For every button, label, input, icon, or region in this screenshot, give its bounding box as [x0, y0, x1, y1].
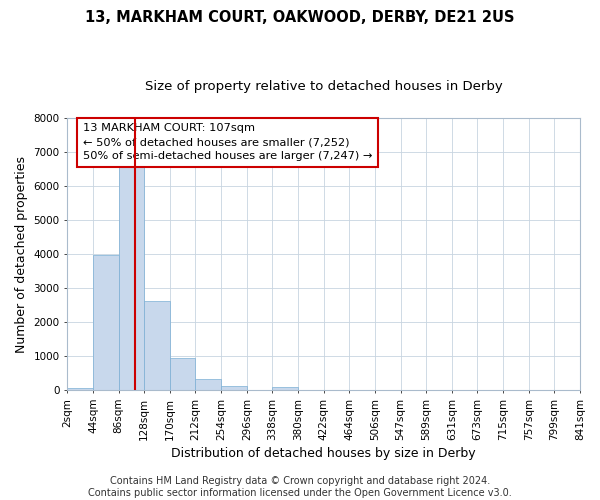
Bar [196, 379, 221, 390]
X-axis label: Distribution of detached houses by size in Derby: Distribution of detached houses by size … [172, 447, 476, 460]
Bar [170, 358, 196, 390]
Bar [272, 387, 298, 390]
Text: 13, MARKHAM COURT, OAKWOOD, DERBY, DE21 2US: 13, MARKHAM COURT, OAKWOOD, DERBY, DE21 … [85, 10, 515, 25]
Y-axis label: Number of detached properties: Number of detached properties [15, 156, 28, 352]
Bar [93, 254, 119, 390]
Bar [119, 167, 144, 390]
Text: Contains HM Land Registry data © Crown copyright and database right 2024.
Contai: Contains HM Land Registry data © Crown c… [88, 476, 512, 498]
Bar [144, 301, 170, 390]
Bar [67, 388, 93, 390]
Title: Size of property relative to detached houses in Derby: Size of property relative to detached ho… [145, 80, 503, 93]
Bar [221, 386, 247, 390]
Text: 13 MARKHAM COURT: 107sqm
← 50% of detached houses are smaller (7,252)
50% of sem: 13 MARKHAM COURT: 107sqm ← 50% of detach… [83, 123, 372, 161]
